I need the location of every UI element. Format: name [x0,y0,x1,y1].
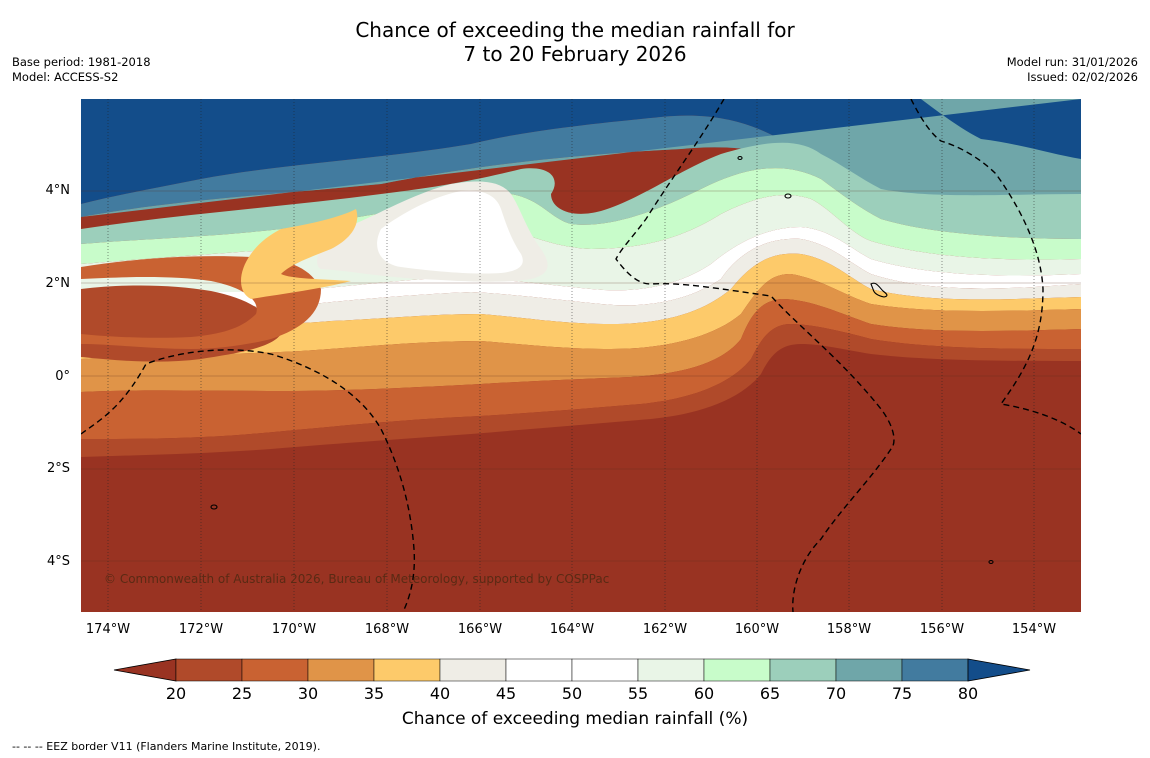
colorbar-tick-label: 75 [891,684,913,703]
region-80-plus [81,99,1081,204]
title-line-2: 7 to 20 February 2026 [463,42,687,66]
lon-label-166w: 166°W [457,622,503,637]
colorbar-segment [769,658,837,682]
run-info: Model run: 31/01/2026 Issued: 02/02/2026 [1007,55,1138,85]
colorbar-label: Chance of exceeding median rainfall (%) [401,709,749,729]
colorbar-tick-label: 30 [297,684,319,703]
graticule [81,190,1081,562]
issued-date: Issued: 02/02/2026 [1027,70,1138,84]
copyright-notice: © Commonwealth of Australia 2026, Bureau… [104,572,610,586]
model-run: Model run: 31/01/2026 [1006,55,1138,69]
base-period: Base period: 1981-2018 [12,55,151,69]
colorbar-segment [703,658,771,682]
colorbar-segment [439,658,507,682]
island-1 [784,193,792,199]
colorbar-tick-label: 25 [231,684,253,703]
lat-label-2n: 2°N [45,276,71,291]
eez-border-line-islands [615,99,895,612]
colorbar-tick-label: 35 [363,684,385,703]
colorbar-segment [175,658,243,682]
colorbar [113,658,1031,682]
title-line-1: Chance of exceeding the median rainfall … [355,18,795,42]
region-70-75 [81,99,1081,229]
lon-label-164w: 164°W [549,622,595,637]
island-3 [988,559,994,565]
eez-legend-note: -- -- -- EEZ border V11 (Flanders Marine… [12,740,321,753]
region-50-55 [81,227,1081,309]
colorbar-tick-label: 65 [759,684,781,703]
colorbar-segment [835,658,903,682]
lon-label-168w: 168°W [364,622,410,637]
colorbar-tick-label: 45 [495,684,517,703]
colorbar-segment [307,658,375,682]
lat-label-0: 0° [55,369,70,384]
model-info: Base period: 1981-2018 Model: ACCESS-S2 [12,55,151,85]
lon-label-162w: 162°W [642,622,688,637]
colorbar-extend-low [113,658,177,682]
colorbar-tick-label: 80 [957,684,979,703]
colorbar-tick-label: 55 [627,684,649,703]
model-name: Model: ACCESS-S2 [12,70,119,84]
colorbar-tick-label: 50 [561,684,583,703]
region-25-30 [81,324,1081,457]
region-central-50-55 [377,190,523,274]
colorbar-tick-label: 60 [693,684,715,703]
colorbar-segment [637,658,705,682]
lon-label-158w: 158°W [826,622,872,637]
lon-label-154w: 154°W [1011,622,1057,637]
islands [210,155,994,565]
region-45-50 [81,238,1081,329]
map-title: Chance of exceeding the median rainfall … [0,18,1150,66]
colorbar-extend-high [967,658,1031,682]
colorbar-segment [505,658,573,682]
region-35-40 [81,274,1081,392]
lon-label-174w: 174°W [85,622,131,637]
lat-label-4s: 4°S [46,554,70,569]
island-2 [210,504,218,510]
eez-border-kiribati-west [81,349,416,612]
colorbar-tick-label: 20 [165,684,187,703]
lon-label-156w: 156°W [919,622,965,637]
region-central-35-40 [241,209,358,299]
region-30-35 [81,299,1081,439]
island-4 [737,155,743,161]
lat-label-4n: 4°N [45,183,71,198]
lon-label-170w: 170°W [271,622,317,637]
lat-label-2s: 2°S [46,461,70,476]
colorbar-tick-label: 70 [825,684,847,703]
eez-border-east [910,99,1081,435]
lon-label-160w: 160°W [734,622,780,637]
eez-borders [81,99,1081,612]
colorbar-segment [373,658,441,682]
colorbar-tick-label: 40 [429,684,451,703]
rainfall-map [81,99,1081,612]
colorbar-segment [571,658,639,682]
colorbar-segment [241,658,309,682]
region-40-45 [81,253,1081,359]
colorbar-segment [901,658,969,682]
island-kiritimati [870,282,888,298]
lon-label-172w: 172°W [178,622,224,637]
